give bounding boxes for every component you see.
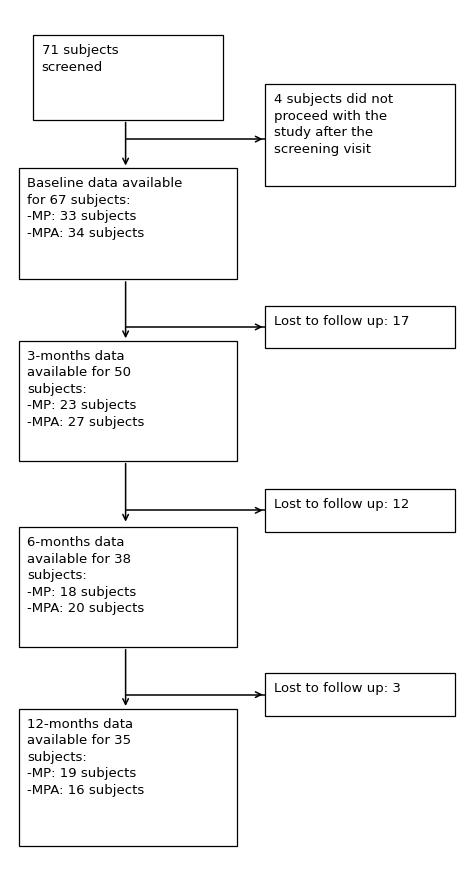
FancyBboxPatch shape (265, 489, 455, 532)
FancyBboxPatch shape (265, 84, 455, 186)
Text: 3-months data
available for 50
subjects:
-MP: 23 subjects
-MPA: 27 subjects: 3-months data available for 50 subjects:… (27, 350, 145, 429)
FancyBboxPatch shape (33, 35, 223, 120)
Text: Baseline data available
for 67 subjects:
-MP: 33 subjects
-MPA: 34 subjects: Baseline data available for 67 subjects:… (27, 177, 183, 240)
Text: Lost to follow up: 12: Lost to follow up: 12 (274, 498, 410, 511)
FancyBboxPatch shape (265, 673, 455, 716)
Text: 6-months data
available for 38
subjects:
-MP: 18 subjects
-MPA: 20 subjects: 6-months data available for 38 subjects:… (27, 536, 145, 615)
FancyBboxPatch shape (19, 527, 237, 647)
Text: Lost to follow up: 17: Lost to follow up: 17 (274, 315, 410, 328)
FancyBboxPatch shape (265, 306, 455, 348)
Text: 12-months data
available for 35
subjects:
-MP: 19 subjects
-MPA: 16 subjects: 12-months data available for 35 subjects… (27, 718, 145, 797)
FancyBboxPatch shape (19, 709, 237, 846)
FancyBboxPatch shape (19, 168, 237, 279)
Text: 4 subjects did not
proceed with the
study after the
screening visit: 4 subjects did not proceed with the stud… (274, 93, 393, 156)
Text: 71 subjects
screened: 71 subjects screened (42, 44, 118, 74)
FancyBboxPatch shape (19, 341, 237, 461)
Text: Lost to follow up: 3: Lost to follow up: 3 (274, 682, 401, 696)
